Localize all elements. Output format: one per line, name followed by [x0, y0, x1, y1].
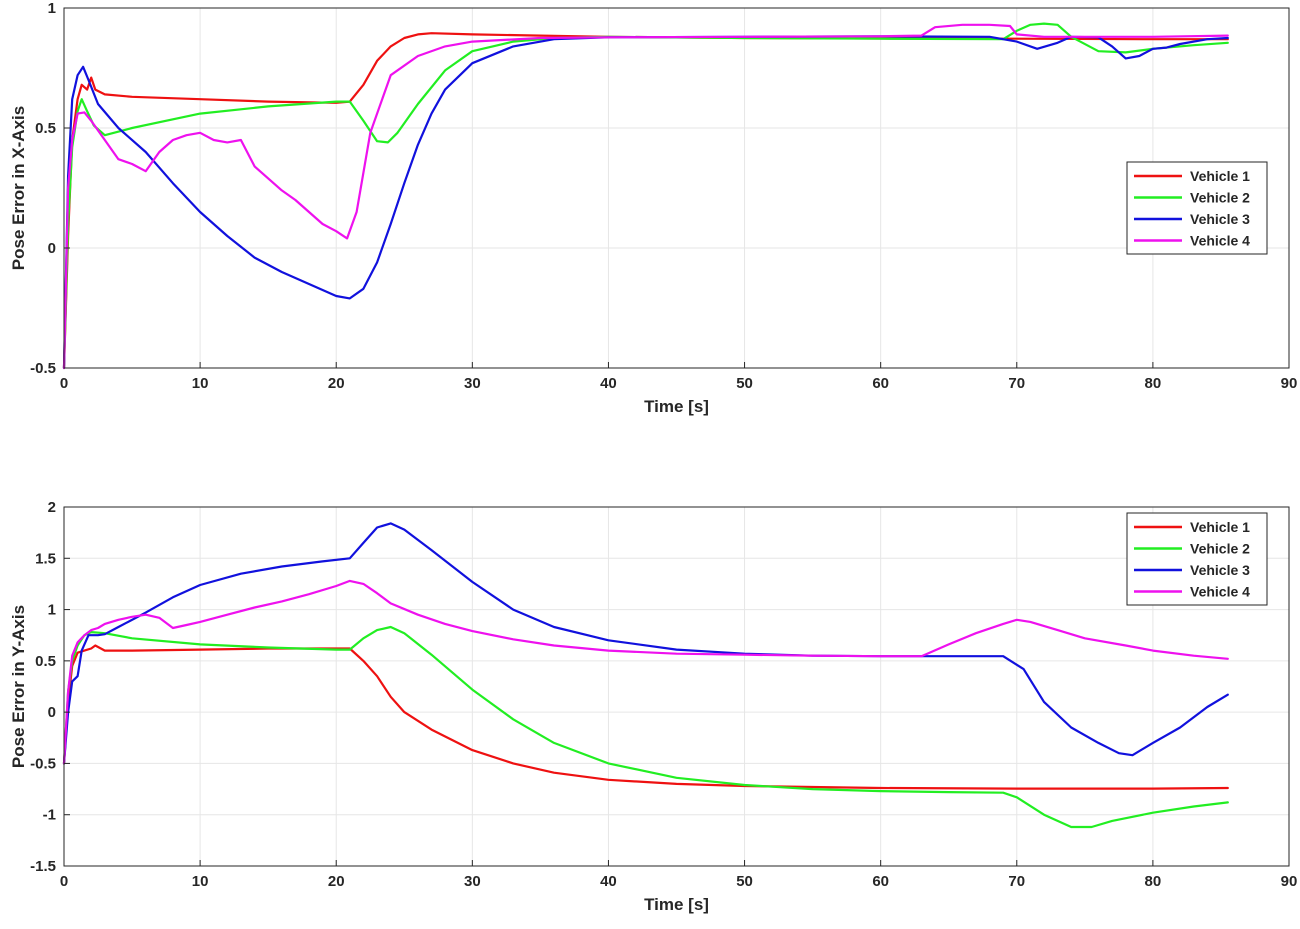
x-axis-label: Time [s] [644, 895, 709, 914]
legend: Vehicle 1 Vehicle 2 Vehicle 3 Vehicle 4 [1126, 161, 1268, 255]
legend-label-vehicle-3: Vehicle 3 [1190, 562, 1250, 578]
y-axis-label: Pose Error in Y-Axis [9, 605, 28, 768]
x-tick-label: 0 [60, 375, 68, 392]
x-tick-label: 30 [464, 375, 481, 392]
x-tick-label: 90 [1281, 873, 1298, 890]
x-tick-label: 50 [736, 873, 753, 890]
x-tick-label: 70 [1008, 873, 1025, 890]
legend-box [1126, 161, 1268, 255]
x-tick-label: 70 [1008, 375, 1025, 392]
y-tick-label: 0.5 [35, 653, 56, 670]
series-group [62, 22, 1229, 370]
plot-frame [63, 506, 1290, 867]
series-line-vehicle-2 [62, 625, 1229, 829]
x-tick-label: 90 [1281, 375, 1298, 392]
y-tick-label: 2 [48, 499, 56, 516]
x-tick-label: 60 [872, 375, 889, 392]
series-line-vehicle-3 [62, 35, 1229, 370]
x-tick-label: 30 [464, 873, 481, 890]
legend-label-vehicle-2: Vehicle 2 [1190, 190, 1250, 206]
x-tick-label: 40 [600, 375, 617, 392]
legend-label-vehicle-4: Vehicle 4 [1190, 233, 1250, 249]
legend-label-vehicle-4: Vehicle 4 [1190, 584, 1250, 600]
y-tick-label: -0.5 [30, 360, 56, 377]
y-tick-label: 1 [48, 602, 56, 619]
axis-ticks: 0 10 20 30 40 50 60 70 80 90-0.500.51 [30, 0, 1297, 392]
legend-label-vehicle-2: Vehicle 2 [1190, 541, 1250, 557]
plot-frame [63, 7, 1290, 369]
x-axis-label: Time [s] [644, 397, 709, 416]
x-tick-label: 10 [192, 375, 209, 392]
y-tick-label: -1.5 [30, 858, 56, 875]
y-tick-label: 1 [48, 0, 56, 17]
y-tick-label: 0.5 [35, 120, 56, 137]
x-tick-label: 40 [600, 873, 617, 890]
y-tick-label: 1.5 [35, 550, 56, 567]
x-tick-label: 50 [736, 375, 753, 392]
chart-x-pose-error: 0 10 20 30 40 50 60 70 80 90-0.500.51 Time [s] Po… [9, 0, 1297, 416]
y-tick-label: 0 [48, 704, 56, 721]
legend: Vehicle 1 Vehicle 2 Vehicle 3 Vehicle 4 [1126, 512, 1268, 606]
x-tick-label: 80 [1145, 873, 1162, 890]
series-line-vehicle-3 [62, 522, 1229, 765]
legend-label-vehicle-3: Vehicle 3 [1190, 211, 1250, 227]
series-group [62, 522, 1229, 829]
legend-box [1126, 512, 1268, 606]
chart-y-pose-error: 0 10 20 30 40 50 60 70 80 90 -1.5 -1 -0.5 0 0.5 1 1.5 2 T… [9, 499, 1297, 914]
x-tick-label: 60 [872, 873, 889, 890]
plot-area [64, 507, 1289, 866]
x-tick-label: 20 [328, 873, 345, 890]
x-tick-label: 80 [1145, 375, 1162, 392]
x-tick-label: 20 [328, 375, 345, 392]
y-tick-label: -0.5 [30, 755, 56, 772]
x-tick-label: 10 [192, 873, 209, 890]
legend-label-vehicle-1: Vehicle 1 [1190, 168, 1250, 184]
legend-label-vehicle-1: Vehicle 1 [1190, 519, 1250, 535]
y-tick-label: 0 [48, 240, 56, 257]
series-line-vehicle-4 [62, 579, 1229, 765]
axis-ticks: 0 10 20 30 40 50 60 70 80 90 -1.5 -1 -0.5 0 0.5 1 1.5 2 [30, 499, 1297, 890]
y-tick-label: -1 [43, 807, 56, 824]
x-tick-label: 0 [60, 873, 68, 890]
plot-area [64, 8, 1289, 368]
series-line-vehicle-4 [62, 23, 1229, 370]
y-axis-label: Pose Error in X-Axis [9, 106, 28, 270]
